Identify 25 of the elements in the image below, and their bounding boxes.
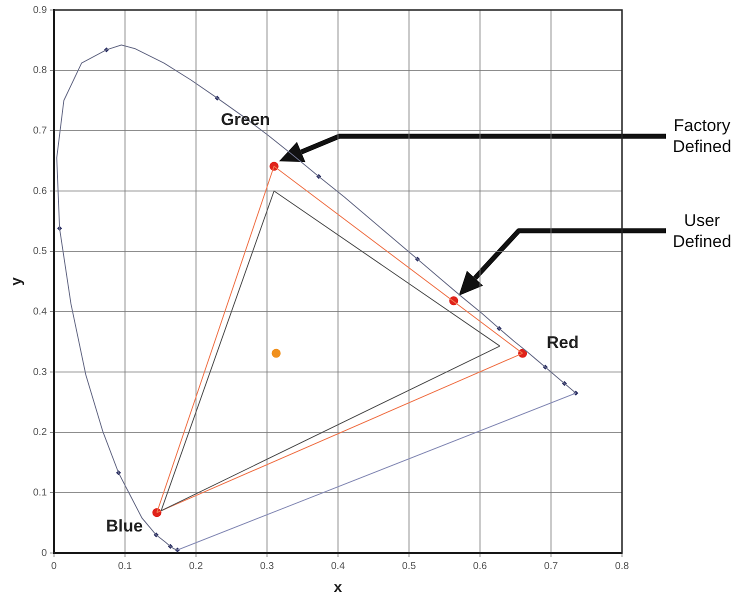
x-tick-label: 0.3 [260, 560, 274, 572]
y-tick-label: 0.9 [32, 4, 48, 16]
y-tick-label: 0 [41, 548, 48, 559]
annotation: Blue [106, 516, 143, 536]
x-tick-label: 0.2 [188, 560, 204, 572]
y-tick-label: 0.3 [32, 366, 48, 378]
y-tick-label: 0.6 [32, 186, 48, 197]
x-tick-label: 0.5 [402, 560, 416, 572]
y-tick-label: 0.4 [32, 306, 48, 318]
annotation: Red [546, 332, 579, 352]
y-tick-label: 0.5 [32, 246, 48, 258]
x-tick-label: 0.7 [544, 560, 558, 572]
x-tick-label: 0 [51, 560, 58, 572]
x-tick-label: 0.8 [615, 560, 630, 572]
x-axis-title: x [334, 579, 343, 596]
x-tick-label: 0.1 [118, 560, 132, 572]
x-tick-label: 0.4 [331, 560, 346, 572]
y-tick-label: 0.2 [32, 427, 48, 438]
y-tick-label: 0.8 [32, 65, 48, 76]
y-tick-label: 0.1 [32, 487, 48, 498]
text: Factory Defined [672, 115, 732, 158]
y-axis-title: y [8, 276, 26, 286]
y-tick-label: 0.7 [32, 125, 48, 136]
x-tick-label: 0.6 [473, 560, 488, 572]
text: User Defined [672, 210, 732, 252]
